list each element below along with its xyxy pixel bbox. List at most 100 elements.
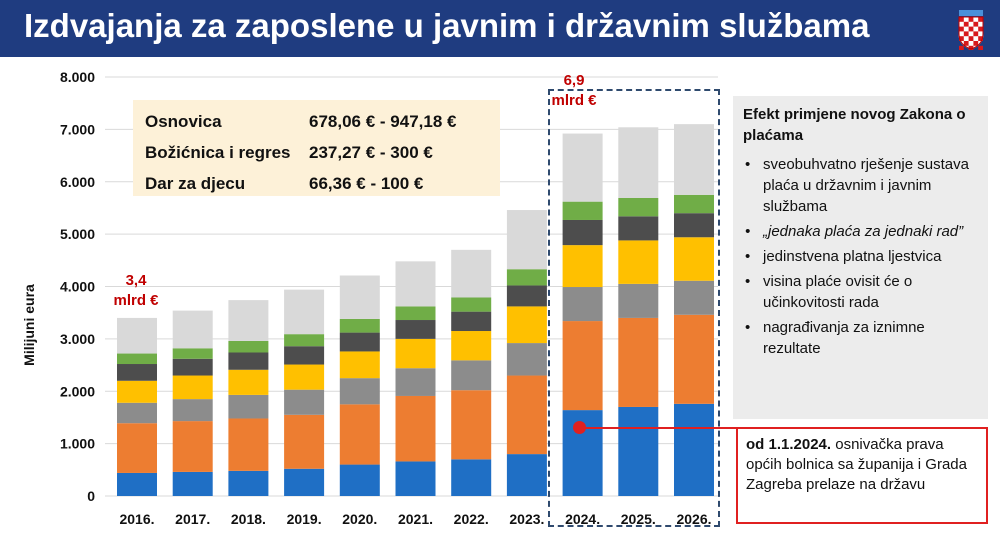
list-item: „jednaka plaća za jednaki rad”	[741, 221, 986, 242]
bar-segment	[451, 311, 492, 332]
bar-segment	[228, 418, 269, 471]
bar-segment	[228, 352, 269, 370]
bar-segment	[228, 394, 269, 419]
info-label: Osnovica	[145, 112, 222, 131]
bar-segment	[339, 351, 380, 379]
list-item: sveobuhvatno rješenje sustava plaća u dr…	[741, 154, 986, 217]
x-axis-ticks: 2016. 2017. 2018. 2019. 2020. 2021. 2022. 2023.…	[119, 511, 711, 527]
bar-segment	[674, 280, 714, 315]
bar-segment	[506, 269, 547, 286]
callout-dot-icon	[573, 421, 586, 434]
y-tick-label: 7.000	[60, 121, 95, 137]
bar-segment	[284, 468, 325, 496]
bar-segment	[618, 197, 659, 217]
callout-2016-total: 3,4 mlrd €	[100, 271, 172, 311]
bar-segment	[395, 368, 436, 396]
bar-segment	[674, 194, 714, 214]
y-tick-label: 4.000	[60, 279, 95, 295]
bar-segment	[674, 403, 714, 496]
bar-segment	[506, 306, 547, 344]
callout-unit: mlrd €	[113, 292, 159, 309]
bar-segment	[562, 321, 603, 411]
bar-segment	[451, 297, 492, 312]
bar-segment	[618, 283, 659, 318]
bar-segment	[674, 314, 714, 404]
callout-connector-line	[579, 427, 737, 429]
highlight-2024-2026	[548, 89, 720, 527]
bar-segment	[117, 423, 157, 473]
y-tick-label: 1.000	[60, 436, 95, 452]
bar-segment	[172, 375, 213, 400]
bar-segment	[451, 360, 492, 391]
list-item: nagrađivanja za iznimne rezultate	[741, 317, 986, 359]
effect-list: sveobuhvatno rješenje sustava plaća u dr…	[741, 154, 986, 363]
bar-segment	[395, 461, 436, 496]
bar-segment	[451, 459, 492, 496]
bar-segment	[284, 414, 325, 469]
bar-segment	[228, 470, 269, 496]
info-value: 678,06 € - 947,18 €	[309, 112, 457, 131]
bar-segment	[506, 210, 547, 270]
bar-segment	[284, 334, 325, 347]
bar-segment	[506, 375, 547, 455]
bar-segment	[395, 320, 436, 339]
callout-unit: mlrd €	[551, 92, 597, 109]
y-tick-label: 3.000	[60, 331, 95, 347]
bar-segment	[117, 317, 157, 354]
bar-segment	[395, 261, 436, 307]
bar-segment	[395, 306, 436, 321]
x-tick-label: 2016.	[119, 511, 154, 527]
bar-segment	[395, 395, 436, 462]
stacked-bar-chart: 0 1.000 2.000 3.000 4.000 5.000 6.000 7.000 8.00…	[21, 69, 718, 527]
list-item: jedinstvena platna ljestvica	[741, 246, 986, 267]
bar-segment	[117, 472, 157, 496]
x-tick-label: 2017.	[175, 511, 210, 527]
bar-segment	[172, 348, 213, 359]
x-tick-label: 2020.	[342, 511, 377, 527]
bar-segment	[172, 310, 213, 349]
bar-segment	[339, 404, 380, 465]
title-bar: Izdvajanja za zaposlene u javnim i držav…	[0, 0, 1000, 57]
bar-segment	[562, 201, 603, 220]
bar-segment	[172, 358, 213, 376]
x-tick-label: 2025.	[621, 511, 656, 527]
bar-segment	[117, 402, 157, 424]
info-row-bozicnica: Božićnica i regres 237,27 € - 300 €	[145, 143, 433, 163]
bar-segment	[618, 216, 659, 241]
info-label: Dar za djecu	[145, 174, 246, 193]
bar-segment	[562, 133, 603, 202]
bar-segment	[506, 285, 547, 307]
note-text: osnivačka prava općih bolnica sa županij…	[746, 436, 967, 493]
info-row-dar: Dar za djecu 66,36 € - 100 €	[145, 174, 423, 194]
bar-segment	[562, 287, 603, 322]
y-axis-label: Milijuni eura	[21, 284, 37, 366]
bar-segment	[339, 378, 380, 405]
bar-segment	[117, 353, 157, 365]
bar-segment	[339, 318, 380, 333]
bar-segment	[117, 380, 157, 403]
bar-segment	[618, 406, 659, 496]
x-tick-label: 2023.	[509, 511, 544, 527]
callout-value: 3,4	[125, 272, 147, 289]
bar-segment	[618, 127, 659, 198]
bar-segment	[339, 275, 380, 319]
y-tick-label: 6.000	[60, 174, 95, 190]
bar-segment	[451, 249, 492, 298]
bar-segment	[228, 340, 269, 353]
bar-segment	[674, 213, 714, 238]
bar-segment	[562, 245, 603, 288]
effect-panel: Efekt primjene novog Zakona o plaćama sv…	[733, 96, 988, 419]
list-item: visina plaće ovisit će o učinkovitosti r…	[741, 271, 986, 313]
bar-segment	[117, 364, 157, 381]
bar-segment	[284, 389, 325, 415]
x-tick-label: 2024.	[565, 511, 600, 527]
bar-segment	[284, 364, 325, 390]
bar-segment	[395, 338, 436, 369]
bar-segment	[172, 421, 213, 472]
bar-segment	[674, 124, 714, 195]
note-box: od 1.1.2024. osnivačka prava općih bolni…	[736, 427, 988, 524]
bar-segment	[506, 454, 547, 496]
bar-segment	[618, 240, 659, 284]
callout-value: 6,9	[563, 72, 585, 89]
bars	[117, 124, 714, 496]
